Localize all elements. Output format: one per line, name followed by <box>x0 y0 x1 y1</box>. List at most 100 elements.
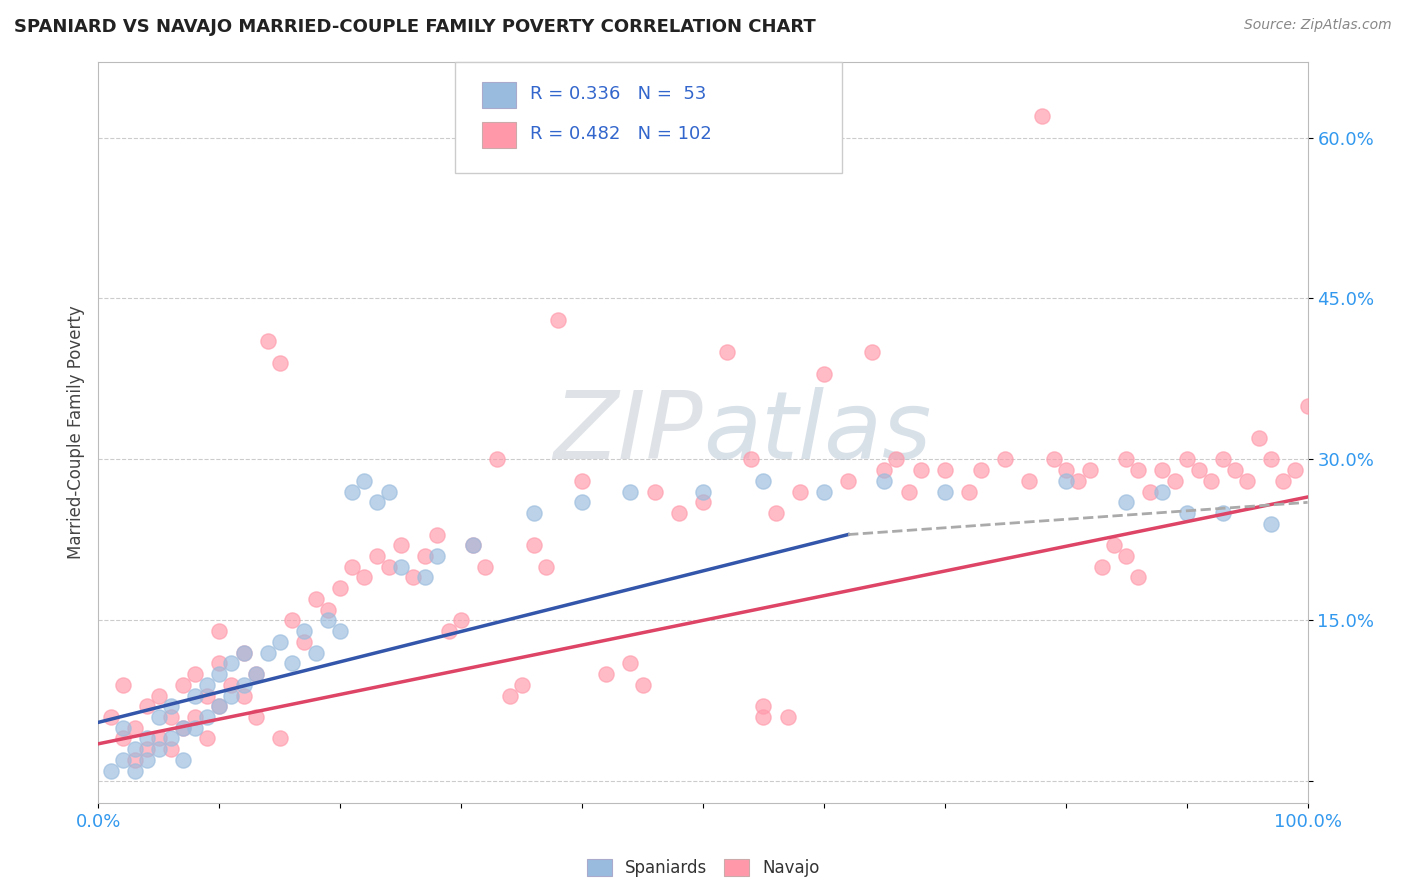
Point <box>292 635 315 649</box>
Point <box>124 721 146 735</box>
Point <box>281 614 304 628</box>
Point <box>135 731 157 746</box>
Point <box>221 689 243 703</box>
Point <box>1115 495 1137 509</box>
Point <box>329 581 352 595</box>
Point <box>474 559 496 574</box>
Point <box>1284 463 1306 477</box>
Point <box>776 710 799 724</box>
Point <box>366 549 388 563</box>
Point <box>208 657 231 671</box>
Point <box>232 689 254 703</box>
Point <box>353 474 375 488</box>
Point <box>716 345 738 359</box>
Point <box>1152 463 1174 477</box>
Point <box>1031 109 1053 123</box>
Point <box>463 538 485 552</box>
Point <box>1067 474 1090 488</box>
Point <box>1128 463 1150 477</box>
Point <box>1054 463 1077 477</box>
Bar <box>482 121 516 147</box>
Point <box>752 474 775 488</box>
Point <box>208 699 231 714</box>
Point <box>148 742 170 756</box>
Point <box>1249 431 1271 445</box>
Point <box>124 753 146 767</box>
Point <box>208 624 231 639</box>
Point <box>813 367 835 381</box>
Point <box>342 484 364 499</box>
Point <box>160 710 183 724</box>
Point <box>426 549 449 563</box>
Point <box>547 313 569 327</box>
Point <box>897 484 920 499</box>
Point <box>208 699 231 714</box>
Point <box>789 484 811 499</box>
Point <box>571 474 593 488</box>
Point <box>523 538 546 552</box>
Point <box>172 721 194 735</box>
Point <box>1212 452 1234 467</box>
Point <box>377 484 399 499</box>
Point <box>342 559 364 574</box>
Point <box>1212 506 1234 520</box>
Point <box>837 474 859 488</box>
Point <box>221 678 243 692</box>
Point <box>1091 559 1114 574</box>
Point <box>1175 506 1198 520</box>
Point <box>281 657 304 671</box>
Point <box>389 538 412 552</box>
Point <box>245 667 267 681</box>
Point <box>195 678 218 692</box>
Point <box>1128 570 1150 584</box>
Point <box>1042 452 1064 467</box>
Point <box>256 646 278 660</box>
Point <box>135 742 157 756</box>
Point <box>934 463 956 477</box>
Point <box>111 678 134 692</box>
Point <box>329 624 352 639</box>
Point <box>1272 474 1295 488</box>
Text: atlas: atlas <box>703 387 931 478</box>
Bar <box>482 82 516 108</box>
Point <box>994 452 1017 467</box>
Point <box>100 764 122 778</box>
Text: R = 0.482   N = 102: R = 0.482 N = 102 <box>530 125 711 143</box>
Point <box>160 699 183 714</box>
Point <box>437 624 460 639</box>
Point <box>111 731 134 746</box>
Point <box>1260 516 1282 531</box>
Point <box>111 721 134 735</box>
Point <box>389 559 412 574</box>
Point <box>184 667 207 681</box>
Point <box>184 721 207 735</box>
Point <box>1175 452 1198 467</box>
Point <box>100 710 122 724</box>
Point <box>195 689 218 703</box>
Point <box>873 474 896 488</box>
Point <box>619 484 641 499</box>
Point <box>195 710 218 724</box>
Point <box>873 463 896 477</box>
Y-axis label: Married-Couple Family Poverty: Married-Couple Family Poverty <box>66 306 84 559</box>
Point <box>148 689 170 703</box>
Point <box>813 484 835 499</box>
Point <box>269 731 291 746</box>
Text: Source: ZipAtlas.com: Source: ZipAtlas.com <box>1244 18 1392 32</box>
Point <box>316 602 339 616</box>
Point <box>765 506 787 520</box>
Point <box>595 667 617 681</box>
Point <box>486 452 509 467</box>
Text: SPANIARD VS NAVAJO MARRIED-COUPLE FAMILY POVERTY CORRELATION CHART: SPANIARD VS NAVAJO MARRIED-COUPLE FAMILY… <box>14 18 815 36</box>
Point <box>377 559 399 574</box>
Point <box>160 742 183 756</box>
Point <box>1054 474 1077 488</box>
Point <box>619 657 641 671</box>
Point <box>1115 452 1137 467</box>
Point <box>510 678 533 692</box>
Text: R = 0.336   N =  53: R = 0.336 N = 53 <box>530 86 706 103</box>
Point <box>232 646 254 660</box>
Point <box>1188 463 1211 477</box>
Point <box>1236 474 1258 488</box>
Point <box>910 463 932 477</box>
